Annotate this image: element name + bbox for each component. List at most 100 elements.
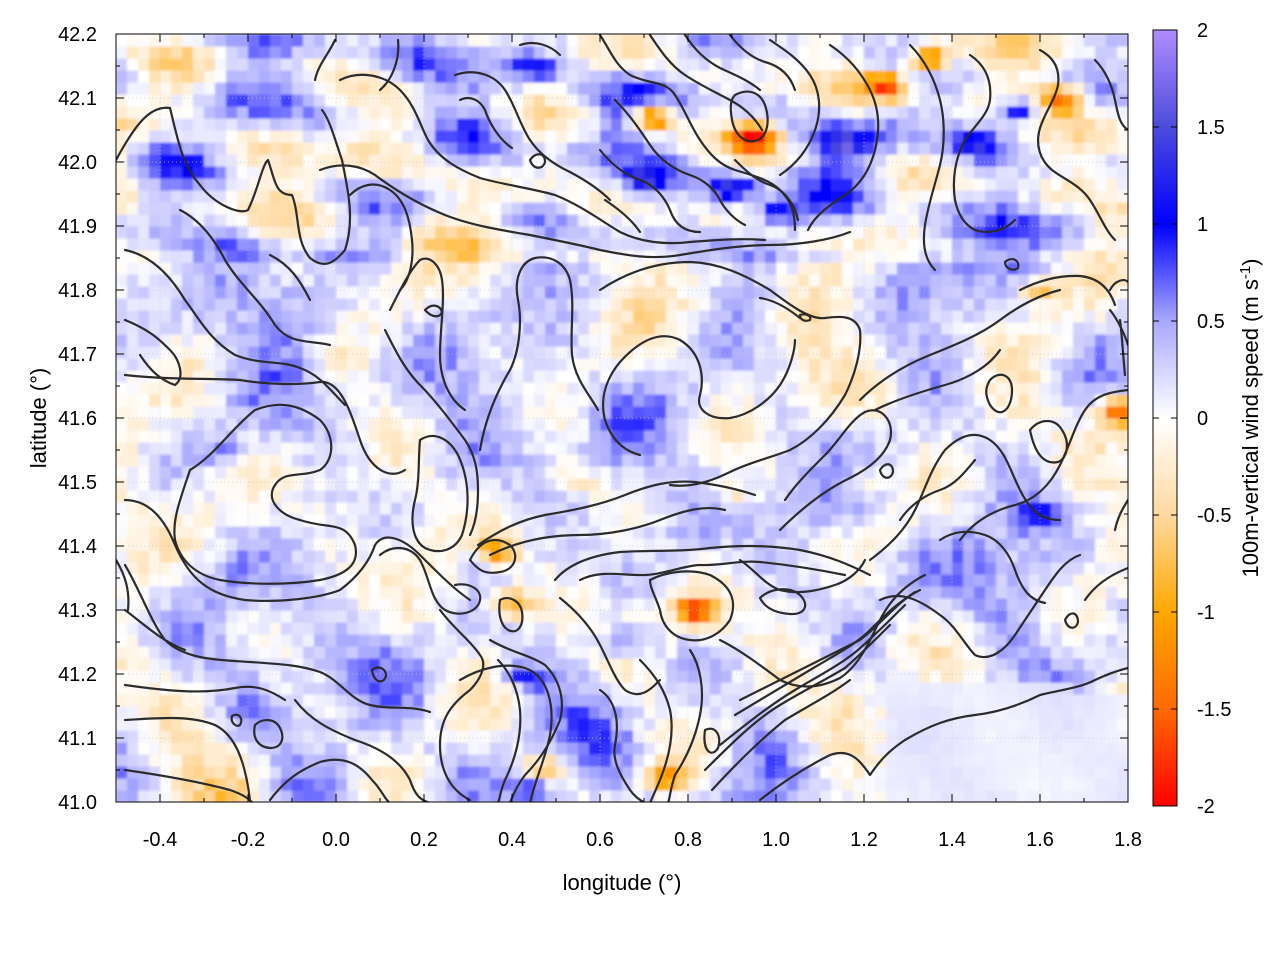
heatmap-cell (270, 586, 282, 599)
heatmap-cell (1051, 766, 1063, 779)
heatmap-cell (578, 478, 590, 491)
heatmap-cell (974, 298, 986, 311)
heatmap-cell (391, 718, 403, 731)
heatmap-cell (446, 586, 458, 599)
heatmap-cell (281, 706, 293, 719)
heatmap-cell (325, 178, 337, 191)
heatmap-cell (347, 562, 359, 575)
heatmap-cell (435, 778, 447, 791)
heatmap-cell (281, 142, 293, 155)
heatmap-cell (919, 418, 931, 431)
heatmap-cell (831, 178, 843, 191)
heatmap-cell (710, 370, 722, 383)
heatmap-cell (974, 466, 986, 479)
heatmap-cell (622, 682, 634, 695)
heatmap-cell (193, 406, 205, 419)
heatmap-cell (787, 658, 799, 671)
heatmap-cell (765, 682, 777, 695)
heatmap-cell (919, 286, 931, 299)
heatmap-cell (1018, 478, 1030, 491)
heatmap-cell (402, 418, 414, 431)
heatmap-cell (1106, 190, 1118, 203)
heatmap-cell (622, 670, 634, 683)
heatmap-cell (347, 298, 359, 311)
heatmap-cell (743, 394, 755, 407)
heatmap-cell (611, 418, 623, 431)
heatmap-cell (1051, 190, 1063, 203)
heatmap-cell (545, 298, 557, 311)
heatmap-cell (490, 766, 502, 779)
heatmap-cell (270, 754, 282, 767)
heatmap-cell (138, 550, 150, 563)
heatmap-cell (160, 406, 172, 419)
heatmap-cell (369, 502, 381, 515)
heatmap-cell (655, 358, 667, 371)
heatmap-cell (534, 418, 546, 431)
heatmap-cell (655, 538, 667, 551)
heatmap-cell (1073, 202, 1085, 215)
heatmap-cell (1084, 682, 1096, 695)
heatmap-cell (347, 478, 359, 491)
heatmap-cell (710, 346, 722, 359)
heatmap-cell (391, 334, 403, 347)
heatmap-cell (1117, 166, 1128, 179)
heatmap-cell (776, 658, 788, 671)
heatmap-cell (787, 466, 799, 479)
heatmap-cell (1018, 502, 1030, 515)
heatmap-cell (1084, 394, 1096, 407)
heatmap-cell (204, 502, 216, 515)
heatmap-cell (138, 526, 150, 539)
heatmap-cell (1018, 274, 1030, 287)
heatmap-cell (622, 202, 634, 215)
heatmap-cell (226, 298, 238, 311)
heatmap-cell (435, 598, 447, 611)
heatmap-cell (908, 346, 920, 359)
heatmap-cell (347, 766, 359, 779)
heatmap-cell (270, 562, 282, 575)
heatmap-cell (248, 418, 260, 431)
heatmap-cell (754, 538, 766, 551)
heatmap-cell (908, 178, 920, 191)
heatmap-cell (127, 178, 139, 191)
heatmap-cell (754, 166, 766, 179)
heatmap-cell (501, 682, 513, 695)
heatmap-cell (633, 478, 645, 491)
heatmap-cell (963, 310, 975, 323)
heatmap-cell (710, 526, 722, 539)
heatmap-cell (314, 442, 326, 455)
heatmap-cell (644, 790, 656, 802)
heatmap-cell (501, 334, 513, 347)
heatmap-cell (457, 154, 469, 167)
heatmap-cell (897, 202, 909, 215)
heatmap-cell (237, 298, 249, 311)
heatmap-cell (875, 178, 887, 191)
heatmap-cell (380, 682, 392, 695)
heatmap-cell (952, 514, 964, 527)
heatmap-cell (589, 262, 601, 275)
heatmap-cell (787, 322, 799, 335)
heatmap-cell (369, 574, 381, 587)
heatmap-cell (875, 370, 887, 383)
heatmap-cell (842, 478, 854, 491)
heatmap-cell (1062, 154, 1074, 167)
heatmap-cell (798, 706, 810, 719)
heatmap-cell (809, 190, 821, 203)
heatmap-cell (347, 754, 359, 767)
heatmap-cell (149, 178, 161, 191)
heatmap-cell (248, 694, 260, 707)
heatmap-cell (688, 274, 700, 287)
heatmap-cell (798, 154, 810, 167)
heatmap-cell (204, 742, 216, 755)
heatmap-cell (1018, 718, 1030, 731)
heatmap-cell (171, 562, 183, 575)
heatmap-cell (864, 766, 876, 779)
heatmap-cell (622, 478, 634, 491)
heatmap-cell (996, 562, 1008, 575)
heatmap-cell (1095, 514, 1107, 527)
heatmap-cell (677, 322, 689, 335)
heatmap-cell (413, 406, 425, 419)
heatmap-cell (842, 538, 854, 551)
heatmap-cell (1106, 586, 1118, 599)
heatmap-cell (534, 562, 546, 575)
heatmap-cell (556, 478, 568, 491)
